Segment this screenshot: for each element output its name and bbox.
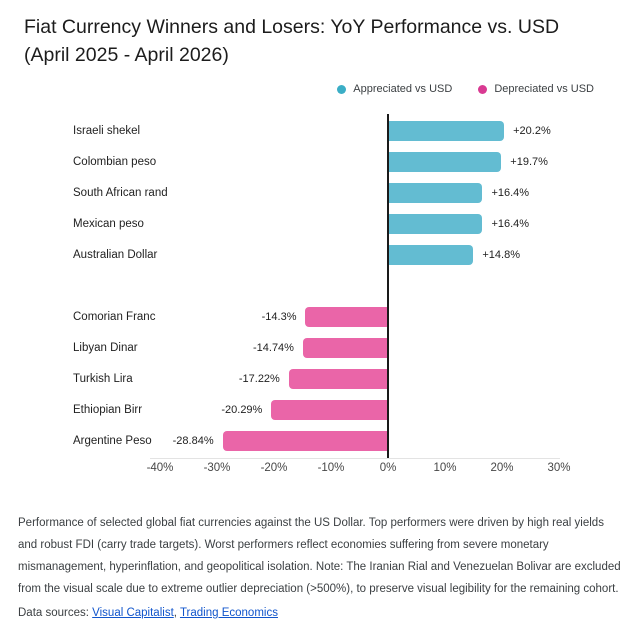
chart-title: Fiat Currency Winners and Losers: YoY Pe… [24,14,614,69]
x-tick-label: -20% [260,462,288,474]
data-sources-separator: , [173,607,180,619]
legend-item-label: Appreciated vs USD [353,83,453,95]
data-sources: Data sources: Visual Capitalist, Trading… [18,602,624,624]
bar-appreciated [389,214,483,234]
category-label: Ethiopian Birr [73,404,143,416]
data-sources-links: Visual Capitalist, Trading Economics [92,607,278,619]
legend-dot-icon [337,84,347,94]
value-label: -28.84% [172,435,214,447]
x-tick-label: 0% [379,462,397,474]
source-link[interactable]: Trading Economics [179,607,278,619]
value-label: -17.22% [238,373,280,385]
value-label: -14.3% [261,311,297,323]
x-axis-line [150,458,560,459]
x-tick-label: 10% [433,462,457,474]
chart-legend: Appreciated vs USD Depreciated vs USD [337,83,594,95]
x-tick-label: 20% [490,462,514,474]
value-label: +14.8% [482,249,520,261]
chart-title-line1: Fiat Currency Winners and Losers: YoY Pe… [24,16,560,38]
legend-item: Depreciated vs USD [478,83,594,95]
category-label: Mexican peso [73,218,144,230]
bar-appreciated [389,152,502,172]
x-tick-label: -30% [203,462,231,474]
category-label: Argentine Peso [73,435,152,447]
value-label: +20.2% [513,125,551,137]
chart-footnote: Performance of selected global fiat curr… [18,517,621,595]
category-label: Colombian peso [73,156,157,168]
legend-item: Appreciated vs USD [337,83,452,95]
bar-depreciated [271,400,387,420]
x-tick-label: 30% [547,462,571,474]
bar-appreciated [389,183,483,203]
chart-title-line2: (April 2025 - April 2026) [24,43,229,66]
source-link[interactable]: Visual Capitalist [92,607,174,619]
value-label: -14.74% [252,342,294,354]
value-label: +16.4% [491,187,530,199]
bar-chart: Israeli shekel +20.2% Colombian peso +19.7%… [0,110,640,485]
category-label: Turkish Lira [73,373,133,385]
category-label: Comorian Franc [73,311,156,323]
category-label: Libyan Dinar [73,342,138,354]
bar-depreciated [288,369,387,389]
x-tick-label: -10% [317,462,345,474]
data-sources-prefix: Data sources: [18,607,93,619]
category-label: Israeli shekel [73,125,141,137]
bar-appreciated [389,245,474,265]
x-tick-label: -40% [146,462,174,474]
legend-dot-icon [478,84,488,94]
category-label: South African rand [73,187,168,199]
legend-item-label: Depreciated vs USD [494,83,594,95]
category-label: Australian Dollar [73,249,158,261]
value-label: +16.4% [491,218,530,230]
zero-axis-line [387,114,389,459]
bar-depreciated [302,338,387,358]
bar-appreciated [389,121,505,141]
bar-depreciated [222,431,387,451]
value-label: -20.29% [221,404,263,416]
bar-depreciated [305,307,387,327]
value-label: +19.7% [510,156,548,168]
